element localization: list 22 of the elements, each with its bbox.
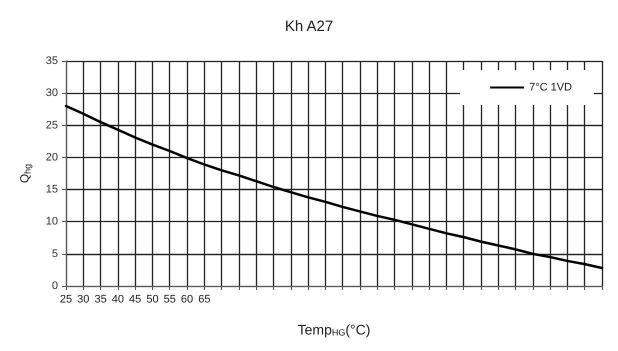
y-tick-label: 15	[46, 184, 58, 196]
y-tick-label: 25	[46, 119, 58, 132]
legend-label: 7°C 1VD	[529, 82, 572, 94]
chart-title: Kh A27	[284, 18, 334, 35]
x-tick-label: 25	[60, 294, 72, 306]
x-tick-label: 30	[77, 294, 90, 306]
x-tick-label: 35	[94, 294, 107, 306]
y-tick-label: 0	[52, 280, 58, 292]
y-axis-title: Qhg	[18, 164, 32, 184]
x-axis-title: TempHG(°C)	[298, 322, 370, 338]
y-tick-label: 35	[46, 55, 58, 67]
x-tick-label: 50	[146, 294, 159, 306]
y-tick-label: 30	[46, 87, 58, 100]
y-tick-label: 5	[52, 248, 58, 260]
x-tick-label: 60	[180, 294, 194, 306]
x-tick-label: 65	[198, 294, 210, 306]
x-tick-label: 40	[112, 294, 124, 306]
y-tick-label: 20	[46, 151, 58, 164]
x-tick-label: 55	[164, 294, 176, 306]
line-series	[64, 104, 604, 270]
x-tick-label: 45	[129, 294, 142, 306]
y-tick-label: 10	[46, 216, 58, 228]
